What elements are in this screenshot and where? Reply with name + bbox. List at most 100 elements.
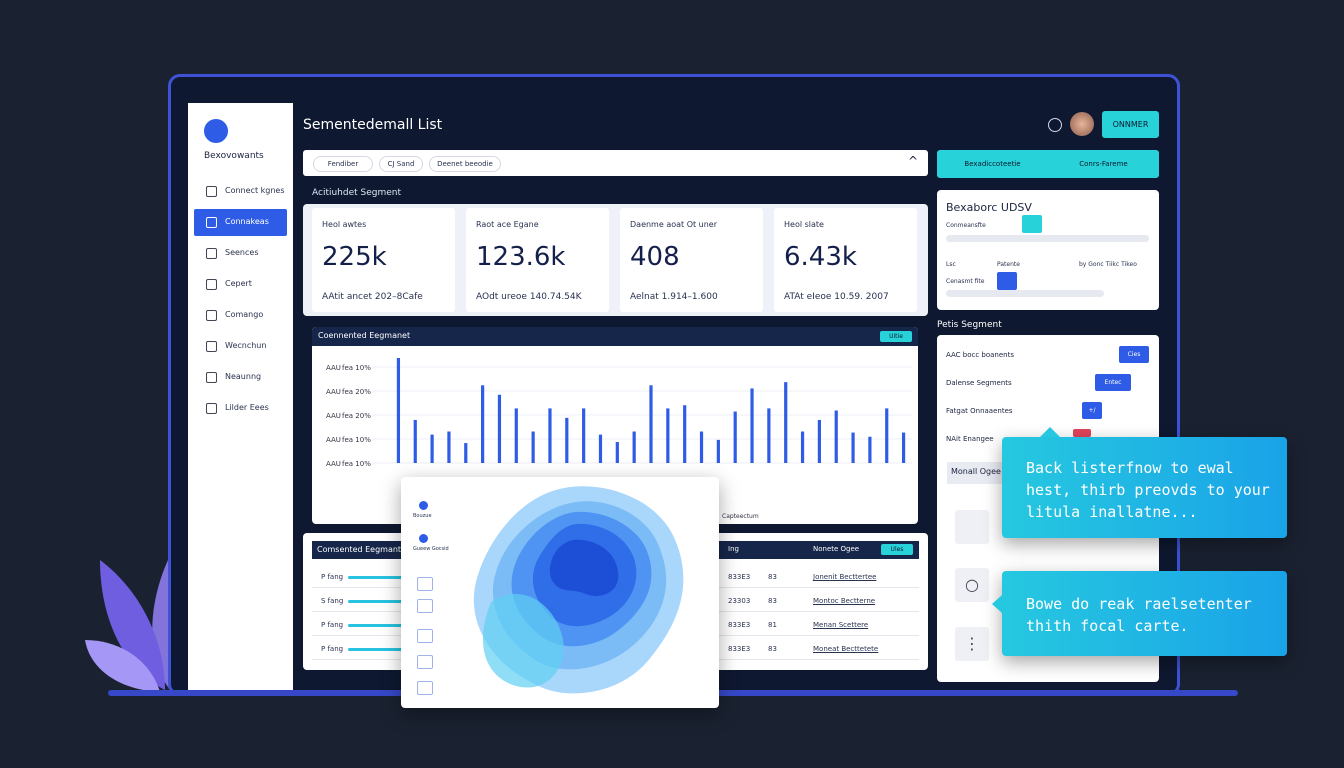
nav-item[interactable]: Neaunng [225,372,262,381]
badge[interactable] [1022,215,1042,233]
table-button[interactable]: Ules [881,544,913,555]
icon-tile[interactable]: ○ [955,568,989,602]
row-label: P fang [321,573,344,581]
table-cell: 83 [768,645,777,653]
icon[interactable] [417,599,433,613]
bar [598,434,603,463]
filter-chip[interactable]: Fendiber [313,156,373,172]
bar [481,385,485,463]
tooltip: Bowe do reak raelsetenter thith focal ca… [992,571,1287,656]
details-title: Bexaborc UDSV [946,201,1032,214]
icon-tile[interactable]: ⋮ [955,627,989,661]
chart-button[interactable]: Uitie [880,331,912,342]
row-label: fea 10% [342,364,371,372]
chat-icon[interactable] [1048,118,1062,132]
nav-item[interactable]: Comango [225,310,264,319]
table-cell: 833E3 [728,573,751,581]
table-cell: 833E3 [728,645,751,653]
table-cell: 83 [768,573,777,581]
table-cell: 83 [768,597,777,605]
kpi-value: 225k [322,242,387,272]
row-label: fea 20% [342,388,371,396]
brand: Bexovowants [204,151,264,161]
right-section-label: Petis Segment [937,320,1002,330]
bar [784,382,788,463]
bar [430,434,434,463]
tab[interactable]: Conrs-Fareme [1079,160,1128,168]
row-prefix: AAU [326,412,341,420]
nav-item[interactable]: Lilder Eees [225,403,269,412]
bar [683,405,687,463]
bar [582,408,586,463]
field-label: Cenasmt fite [946,278,985,285]
section-label: Acitiuhdet Segment [312,188,402,198]
field-label: Patente [997,261,1020,268]
bar [632,431,636,463]
kpi-value: 6.43k [784,242,857,272]
bar [885,408,889,463]
nav-item[interactable]: Wecnchun [225,341,267,350]
icon[interactable] [417,681,433,695]
nav-icon [206,186,217,197]
logo [204,119,228,143]
field-label: Lsc [946,261,956,268]
progress-track [946,235,1149,242]
bar [716,439,720,463]
bar [767,408,771,463]
table-cell: Moneat Becttetete [813,645,879,653]
nav-item[interactable]: Cepert [225,279,252,288]
kpi-value: 408 [630,242,680,272]
table-cell: 81 [768,621,777,629]
nav-active [194,209,287,236]
nav-icon [206,341,217,352]
chart-footer: Capteectum [722,513,759,520]
icon-tile[interactable] [955,510,989,544]
nav-item[interactable]: Connakeas [225,217,269,226]
filter-bar: ^ Fendiber CJ Sand Deenet beeodie [303,150,928,176]
kpi-sub: AAtit ancet 202–8Cafe [322,292,423,302]
collapse-icon[interactable]: ^ [907,154,918,168]
row-label: fea 20% [342,412,371,420]
avatar[interactable] [1070,112,1094,136]
toggle-button[interactable]: Cies [1119,346,1149,363]
bar [548,408,552,463]
tab[interactable]: Bexadiccoteetie [964,160,1021,168]
filter-chip[interactable]: Deenet beeodie [429,156,501,172]
toggle-label: Fatgat Onnaaentes [946,407,1013,415]
toggle-button[interactable]: Entec [1095,374,1131,391]
badge[interactable] [997,272,1017,290]
bar [834,410,838,463]
field-label: by Gonc Tiikc Tikeo [1079,261,1137,268]
toggle-button[interactable]: +/ [1082,402,1102,419]
nav-icon [206,217,217,228]
icon[interactable] [417,655,433,669]
icon[interactable] [417,629,433,643]
kpi-sub: AOdt ureoe 140.74.54K [476,292,582,302]
row-progress [348,576,403,579]
table-header-cell: Ing [728,545,739,553]
icon [419,534,428,543]
row-prefix: AAU [326,388,341,396]
kpi-card: Raot ace Egane 123.6k AOdt ureoe 140.74.54… [466,208,609,312]
toggle-button[interactable] [1073,429,1091,437]
nav-item[interactable]: Seences [225,248,259,257]
tooltip-text: Back listerfnow to ewal hest, thirb preo… [1026,459,1270,521]
bar [413,419,417,463]
kpi-label: Heol awtes [322,220,367,229]
table-cell: 23303 [728,597,751,605]
details-card: Bexaborc UDSV Conmeansfte Lsc Patente by Go… [937,190,1159,310]
row-prefix: AAU [326,436,341,444]
bar [649,385,653,463]
kpi-label: Daenme aoat Ot uner [630,220,718,229]
icon[interactable] [417,577,433,591]
tab-bar: Bexadiccoteetie Conrs-Fareme [937,150,1159,178]
header-button[interactable]: ONNMER [1102,111,1159,138]
table-cell: Menan Scettere [813,621,869,629]
group-label: Monall Ogee [951,467,1001,476]
kpi-sub: Aelnat 1.914–1.600 [630,292,718,302]
row-prefix: AAU [326,460,341,468]
blob-visual [473,486,684,694]
bar [851,432,855,463]
filter-chip[interactable]: CJ Sand [379,156,423,172]
nav-item[interactable]: Connect kgnes [225,186,285,195]
